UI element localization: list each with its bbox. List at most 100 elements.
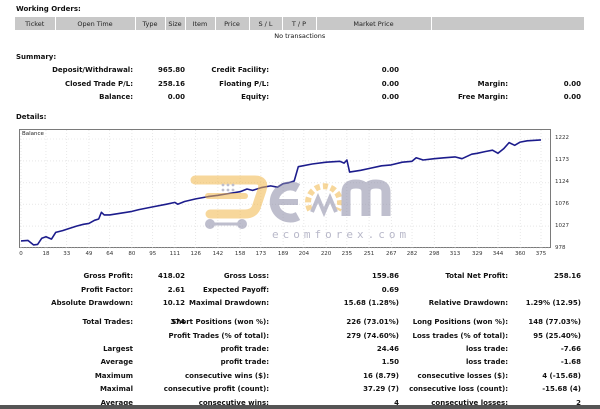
details-title: Details: [16, 113, 47, 121]
stat-value: 37.29 (7) [363, 385, 399, 393]
y-tick-1124: 1124 [555, 179, 569, 185]
col-price: Price [215, 17, 250, 30]
stat-label: Maximal [99, 385, 133, 393]
stat-value: 258.16 [553, 272, 581, 280]
stat-label: Average [100, 358, 133, 366]
stat-value: 24.46 [376, 345, 399, 353]
chart-grid [20, 130, 550, 249]
x-tick-251: 251 [363, 251, 375, 257]
x-tick-344: 344 [492, 251, 504, 257]
x-tick-267: 267 [385, 251, 397, 257]
y-tick-1027: 1027 [555, 223, 569, 229]
summary-label-closed-pl: Closed Trade P/L: [64, 80, 133, 88]
summary-value-closed-pl: 258.16 [157, 80, 185, 88]
no-transactions-text: No transactions [274, 31, 326, 40]
stat-label: Maximum [94, 372, 133, 380]
stat-label: Long Positions (won %): [412, 318, 508, 326]
stat-value: 2.61 [167, 286, 185, 294]
stat-label: profit trade: [220, 345, 269, 353]
x-tick-158: 158 [234, 251, 246, 257]
stat-value: -1.68 [560, 358, 581, 366]
summary-value-floating-pl: 0.00 [381, 80, 399, 88]
x-tick-95: 95 [149, 251, 157, 257]
chart-title: Balance [22, 131, 44, 137]
stat-value: 1.29% (12.95) [525, 299, 581, 307]
working-orders-table: Ticket Open Time Type Size Item Price S … [15, 17, 585, 41]
x-tick-126: 126 [190, 251, 201, 257]
stat-label: Short Positions (won %): [171, 318, 269, 326]
stat-label: consecutive profit (count): [163, 385, 269, 393]
stat-label: Relative Drawdown: [428, 299, 508, 307]
col-open-time: Open Time [55, 17, 136, 30]
y-tick-1076: 1076 [555, 201, 569, 207]
stat-label: Average [100, 399, 133, 407]
x-tick-375: 375 [535, 251, 547, 257]
x-tick-189: 189 [277, 251, 289, 257]
x-tick-49: 49 [85, 251, 93, 257]
stat-value: 226 (73.01%) [346, 318, 399, 326]
summary-label-balance: Balance: [99, 93, 133, 101]
stat-label: Profit Trades (% of total): [168, 332, 269, 340]
orders-empty-row: No transactions [15, 30, 585, 41]
summary-label-free-margin: Free Margin: [457, 93, 508, 101]
x-tick-360: 360 [514, 251, 526, 257]
x-tick-0: 0 [19, 251, 23, 257]
stat-label: loss trade: [465, 345, 508, 353]
y-tick-1173: 1173 [555, 157, 569, 163]
summary-label-deposit: Deposit/Withdrawal: [52, 66, 133, 74]
col-tp: T / P [282, 17, 317, 30]
summary-label-margin: Margin: [477, 80, 508, 88]
col-sl: S / L [249, 17, 283, 30]
y-tick-1222: 1222 [555, 135, 569, 141]
stat-label: Loss trades (% of total): [412, 332, 509, 340]
summary-title: Summary: [16, 53, 57, 61]
x-tick-33: 33 [63, 251, 71, 257]
stat-label: Profit Factor: [80, 286, 133, 294]
stat-label: Gross Profit: [83, 272, 133, 280]
orders-header-row: Ticket Open Time Type Size Item Price S … [15, 17, 585, 30]
x-tick-313: 313 [449, 251, 461, 257]
x-tick-173: 173 [255, 251, 267, 257]
x-tick-64: 64 [106, 251, 114, 257]
x-tick-298: 298 [428, 251, 440, 257]
stat-value: 374 [170, 318, 185, 326]
stat-value: 16 (8.79) [363, 372, 399, 380]
x-tick-282: 282 [406, 251, 418, 257]
x-tick-142: 142 [212, 251, 224, 257]
summary-label-floating-pl: Floating P/L: [219, 80, 269, 88]
footer-divider [0, 405, 600, 409]
summary-value-balance: 0.00 [167, 93, 185, 101]
stat-label: consecutive losses: [431, 399, 508, 407]
col-type: Type [135, 17, 166, 30]
stat-label: loss trade: [465, 358, 508, 366]
working-orders-title: Working Orders: [16, 5, 81, 13]
stat-value: 4 (-15.68) [542, 372, 581, 380]
summary-label-credit: Credit Facility: [211, 66, 269, 74]
stat-label: Expected Payoff: [202, 286, 269, 294]
summary-value-margin: 0.00 [563, 80, 581, 88]
stat-value: 148 (77.03%) [528, 318, 581, 326]
col-item: Item [185, 17, 216, 30]
stat-value: -15.68 (4) [542, 385, 581, 393]
stat-value: 159.86 [371, 272, 399, 280]
stat-label: Gross Loss: [223, 272, 269, 280]
stat-value: 2 [576, 399, 581, 407]
stat-value: 4 [394, 399, 399, 407]
stat-value: -7.66 [560, 345, 581, 353]
x-tick-220: 220 [320, 251, 332, 257]
summary-value-deposit: 965.80 [157, 66, 185, 74]
balance-line [20, 139, 542, 246]
stat-value: 418.02 [157, 272, 185, 280]
x-tick-204: 204 [298, 251, 310, 257]
stat-value: 1.50 [381, 358, 399, 366]
stat-value: 15.68 (1.28%) [343, 299, 399, 307]
stat-value: 279 (74.60%) [346, 332, 399, 340]
stat-label: consecutive wins ($): [184, 372, 269, 380]
stat-label: consecutive wins: [198, 399, 269, 407]
stat-value: 95 (25.40%) [533, 332, 581, 340]
stat-label: consecutive loss (count): [409, 385, 508, 393]
summary-value-credit: 0.00 [381, 66, 399, 74]
summary-label-equity: Equity: [241, 93, 269, 101]
y-tick-978: 978 [555, 245, 566, 251]
